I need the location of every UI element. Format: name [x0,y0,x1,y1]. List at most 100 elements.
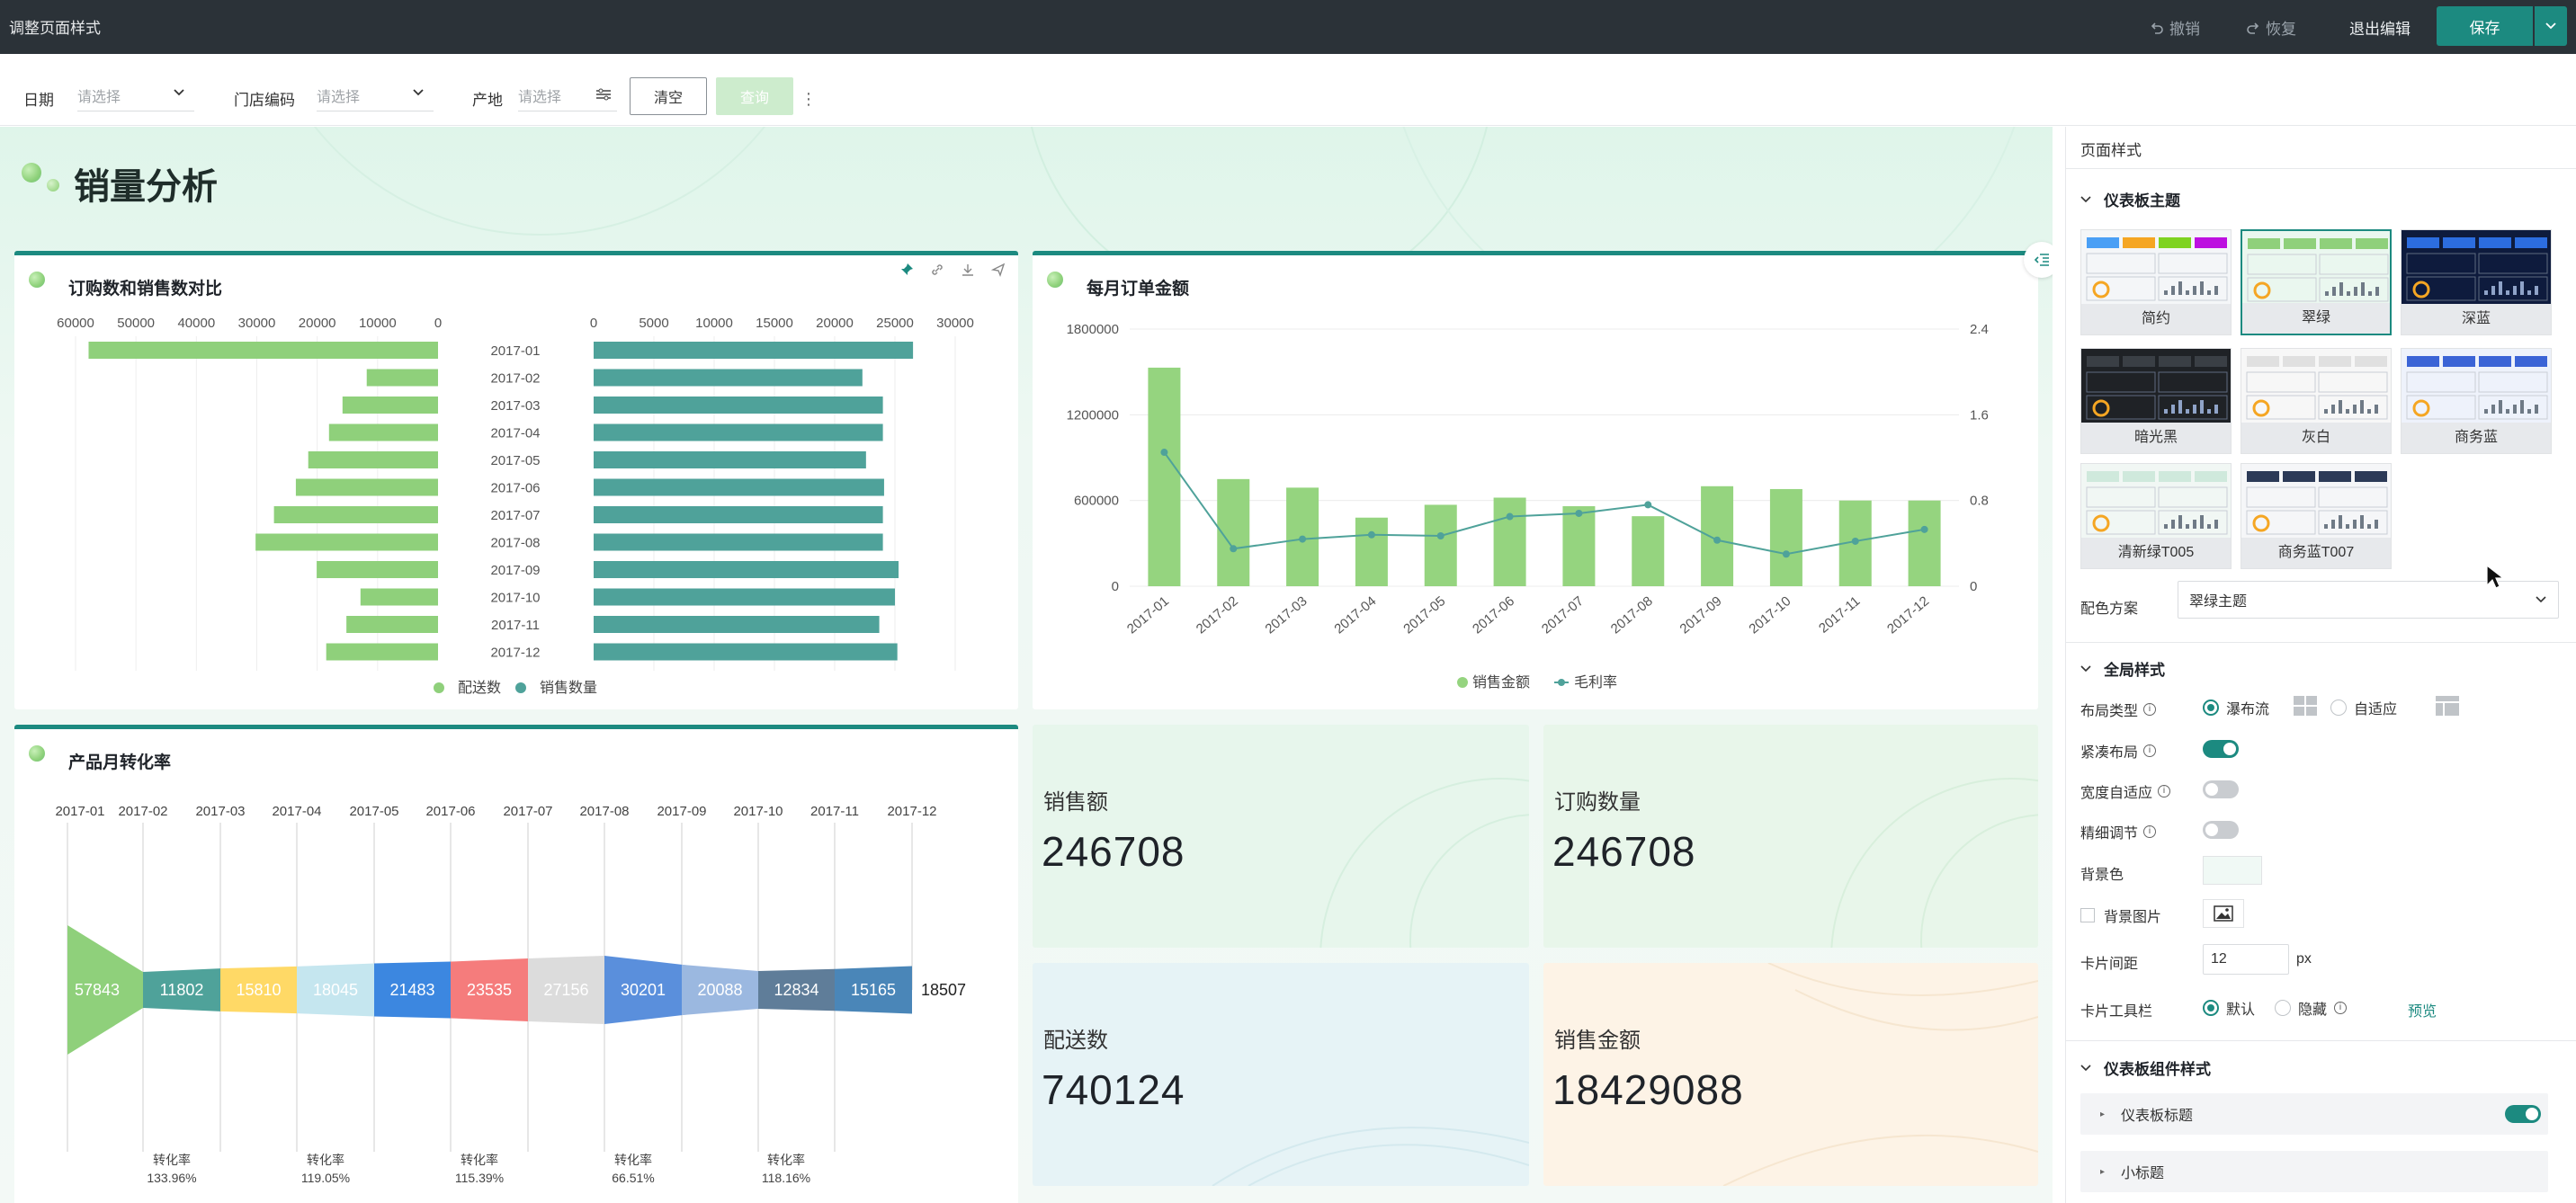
kpi-bg-pattern [1033,725,1529,948]
theme-thumbnail [2402,230,2551,304]
global-section-title: 全局样式 [2104,662,2165,679]
theme-option-7[interactable]: 清新绿T005 [2080,463,2232,569]
redo-icon [2247,22,2259,34]
undo-label: 撤销 [2169,21,2200,38]
origin-filter-select[interactable]: 请选择 [518,79,617,111]
width-adapt-toggle[interactable] [2203,780,2239,798]
card-order-vs-sales[interactable]: 订购数和销售数对比 60000 50000 40000 30000 20000 10000… [14,251,1018,709]
more-options-icon[interactable]: ⋮ [801,90,817,108]
left-axis-tick: 40000 [177,316,215,331]
legend-label: 销售数量 [540,680,597,696]
card-toolbar [899,263,1006,277]
collapse-panel-button[interactable] [2024,242,2053,278]
chevron-down-icon [2080,1064,2091,1071]
y2-axis-tick: 2.4 [1970,322,1989,337]
layout-waterfall-radio[interactable]: 瀑布流 [2203,697,2269,718]
bg-image-checkbox[interactable]: 背景图片 [2080,904,2161,926]
theme-option-5[interactable]: 灰白 [2241,348,2392,454]
fine-tune-toggle[interactable] [2203,821,2239,839]
chevron-down-icon [2536,596,2546,603]
funnel-segment-2017-10 [758,968,835,1011]
toolbar-hidden-radio[interactable]: 隐藏 i [2275,997,2348,1019]
bar-left-2017-12 [326,643,438,661]
right-axis-tick: 25000 [876,316,914,331]
layout-adaptive-label: 自适应 [2354,702,2398,717]
bar-left-2017-03 [342,397,438,414]
conversion-value: 119.05% [301,1171,350,1185]
theme-option-6[interactable]: 商务蓝 [2401,348,2552,454]
line-point-2017-05 [1436,531,1445,539]
funnel-value: 30201 [621,981,666,999]
theme-option-8[interactable]: 商务蓝T007 [2241,463,2392,569]
toolbar-default-radio[interactable]: 默认 [2203,997,2255,1019]
kpi-card-sales[interactable]: 销售额 246708 [1033,725,1529,948]
bar-left-2017-06 [295,478,438,496]
monthly-amount-chart: 0 600000 1200000 1800000 0 0.8 1.6 2.4 2017-01 20… [1067,322,1989,691]
category-label: 2017-04 [490,426,540,441]
line-point-2017-12 [1920,525,1928,533]
share-icon[interactable] [991,263,1006,277]
radio-unselected-icon [2330,700,2347,716]
line-point-2017-09 [1713,536,1722,544]
bar-2017-01 [1148,367,1181,586]
category-label: 2017-05 [490,453,540,468]
global-section-header[interactable]: 全局样式 [2080,657,2165,680]
subtitle-row-label: 小标题 [2121,1166,2165,1181]
store-filter-select[interactable]: 请选择 [317,79,434,111]
conversion-label: 转化率 [461,1153,498,1167]
dashboard-title: 销量分析 [74,167,218,207]
save-button[interactable]: 保存 [2437,6,2533,46]
dashboard-title-style-row[interactable]: ▸ 仪表板标题 [2080,1093,2548,1135]
date-filter-select[interactable]: 请选择 [77,79,194,111]
compact-layout-toggle[interactable] [2203,740,2239,758]
kpi-card-delivery[interactable]: 配送数 740124 [1033,963,1529,1186]
theme-option-4[interactable]: 暗光黑 [2080,348,2232,454]
toggle-knob [2205,783,2218,796]
kpi-label: 销售金额 [1554,1029,1641,1053]
legend-label: 毛利率 [1574,674,1617,691]
undo-button[interactable]: 撤销 [2150,16,2200,39]
card-gap-input[interactable]: 12 [2203,944,2289,975]
bar-left-2017-08 [255,533,438,551]
query-button[interactable]: 查询 [716,77,793,115]
layout-adaptive-radio[interactable]: 自适应 [2330,697,2397,718]
y-axis-tick: 1800000 [1067,322,1119,337]
adaptive-layout-icon [2436,696,2459,716]
chevron-right-icon: ▸ [2100,1166,2106,1177]
card-monthly-order-amount[interactable]: 每月订单金额 0 600000 1200000 1800000 0 0.8 1.6 2.4 20… [1033,251,2038,709]
theme-option-2[interactable]: 翠绿 [2241,229,2392,335]
widget-section-header[interactable]: 仪表板组件样式 [2080,1056,2211,1079]
theme-name: 简约 [2081,304,2231,334]
bg-color-swatch[interactable] [2203,856,2262,885]
chevron-down-icon [2080,195,2091,202]
left-axis-tick: 30000 [238,316,276,331]
legend-marker [434,682,444,693]
pin-icon[interactable] [899,263,914,277]
kpi-card-sales-amount[interactable]: 销售金额 18429088 [1543,963,2038,1186]
dashboard-title-toggle[interactable] [2505,1105,2541,1123]
subtitle-style-row[interactable]: ▸ 小标题 [2080,1151,2548,1192]
bar-left-2017-01 [88,342,438,359]
download-icon[interactable] [961,263,975,277]
bar-right-2017-01 [594,342,914,359]
color-scheme-select[interactable]: 翠绿主题 [2178,581,2559,619]
save-dropdown-button[interactable] [2535,6,2567,46]
card-product-conversion[interactable]: 产品月转化率 2017-01 2017-02 2017-03 2017-04 2017-… [14,725,1018,1203]
preview-link[interactable]: 预览 [2408,1004,2437,1020]
kpi-card-order-qty[interactable]: 订购数量 246708 [1543,725,2038,948]
bg-image-label: 背景图片 [2104,910,2162,925]
legend-label: 配送数 [458,680,501,696]
query-label: 查询 [739,91,769,106]
bg-image-upload[interactable] [2203,899,2244,928]
redo-button[interactable]: 恢复 [2246,16,2296,39]
theme-option-3[interactable]: 深蓝 [2401,229,2552,335]
theme-option-1[interactable]: 简约 [2080,229,2232,335]
y-axis-tick: 0 [1112,579,1119,594]
theme-section-header[interactable]: 仪表板主题 [2080,188,2180,210]
clear-filters-button[interactable]: 清空 [630,77,707,115]
exit-edit-button[interactable]: 退出编辑 [2349,16,2411,39]
link-icon[interactable] [930,263,944,277]
radio-selected-icon [2203,700,2219,716]
line-point-2017-02 [1230,545,1238,553]
left-axis-tick: 60000 [57,316,94,331]
